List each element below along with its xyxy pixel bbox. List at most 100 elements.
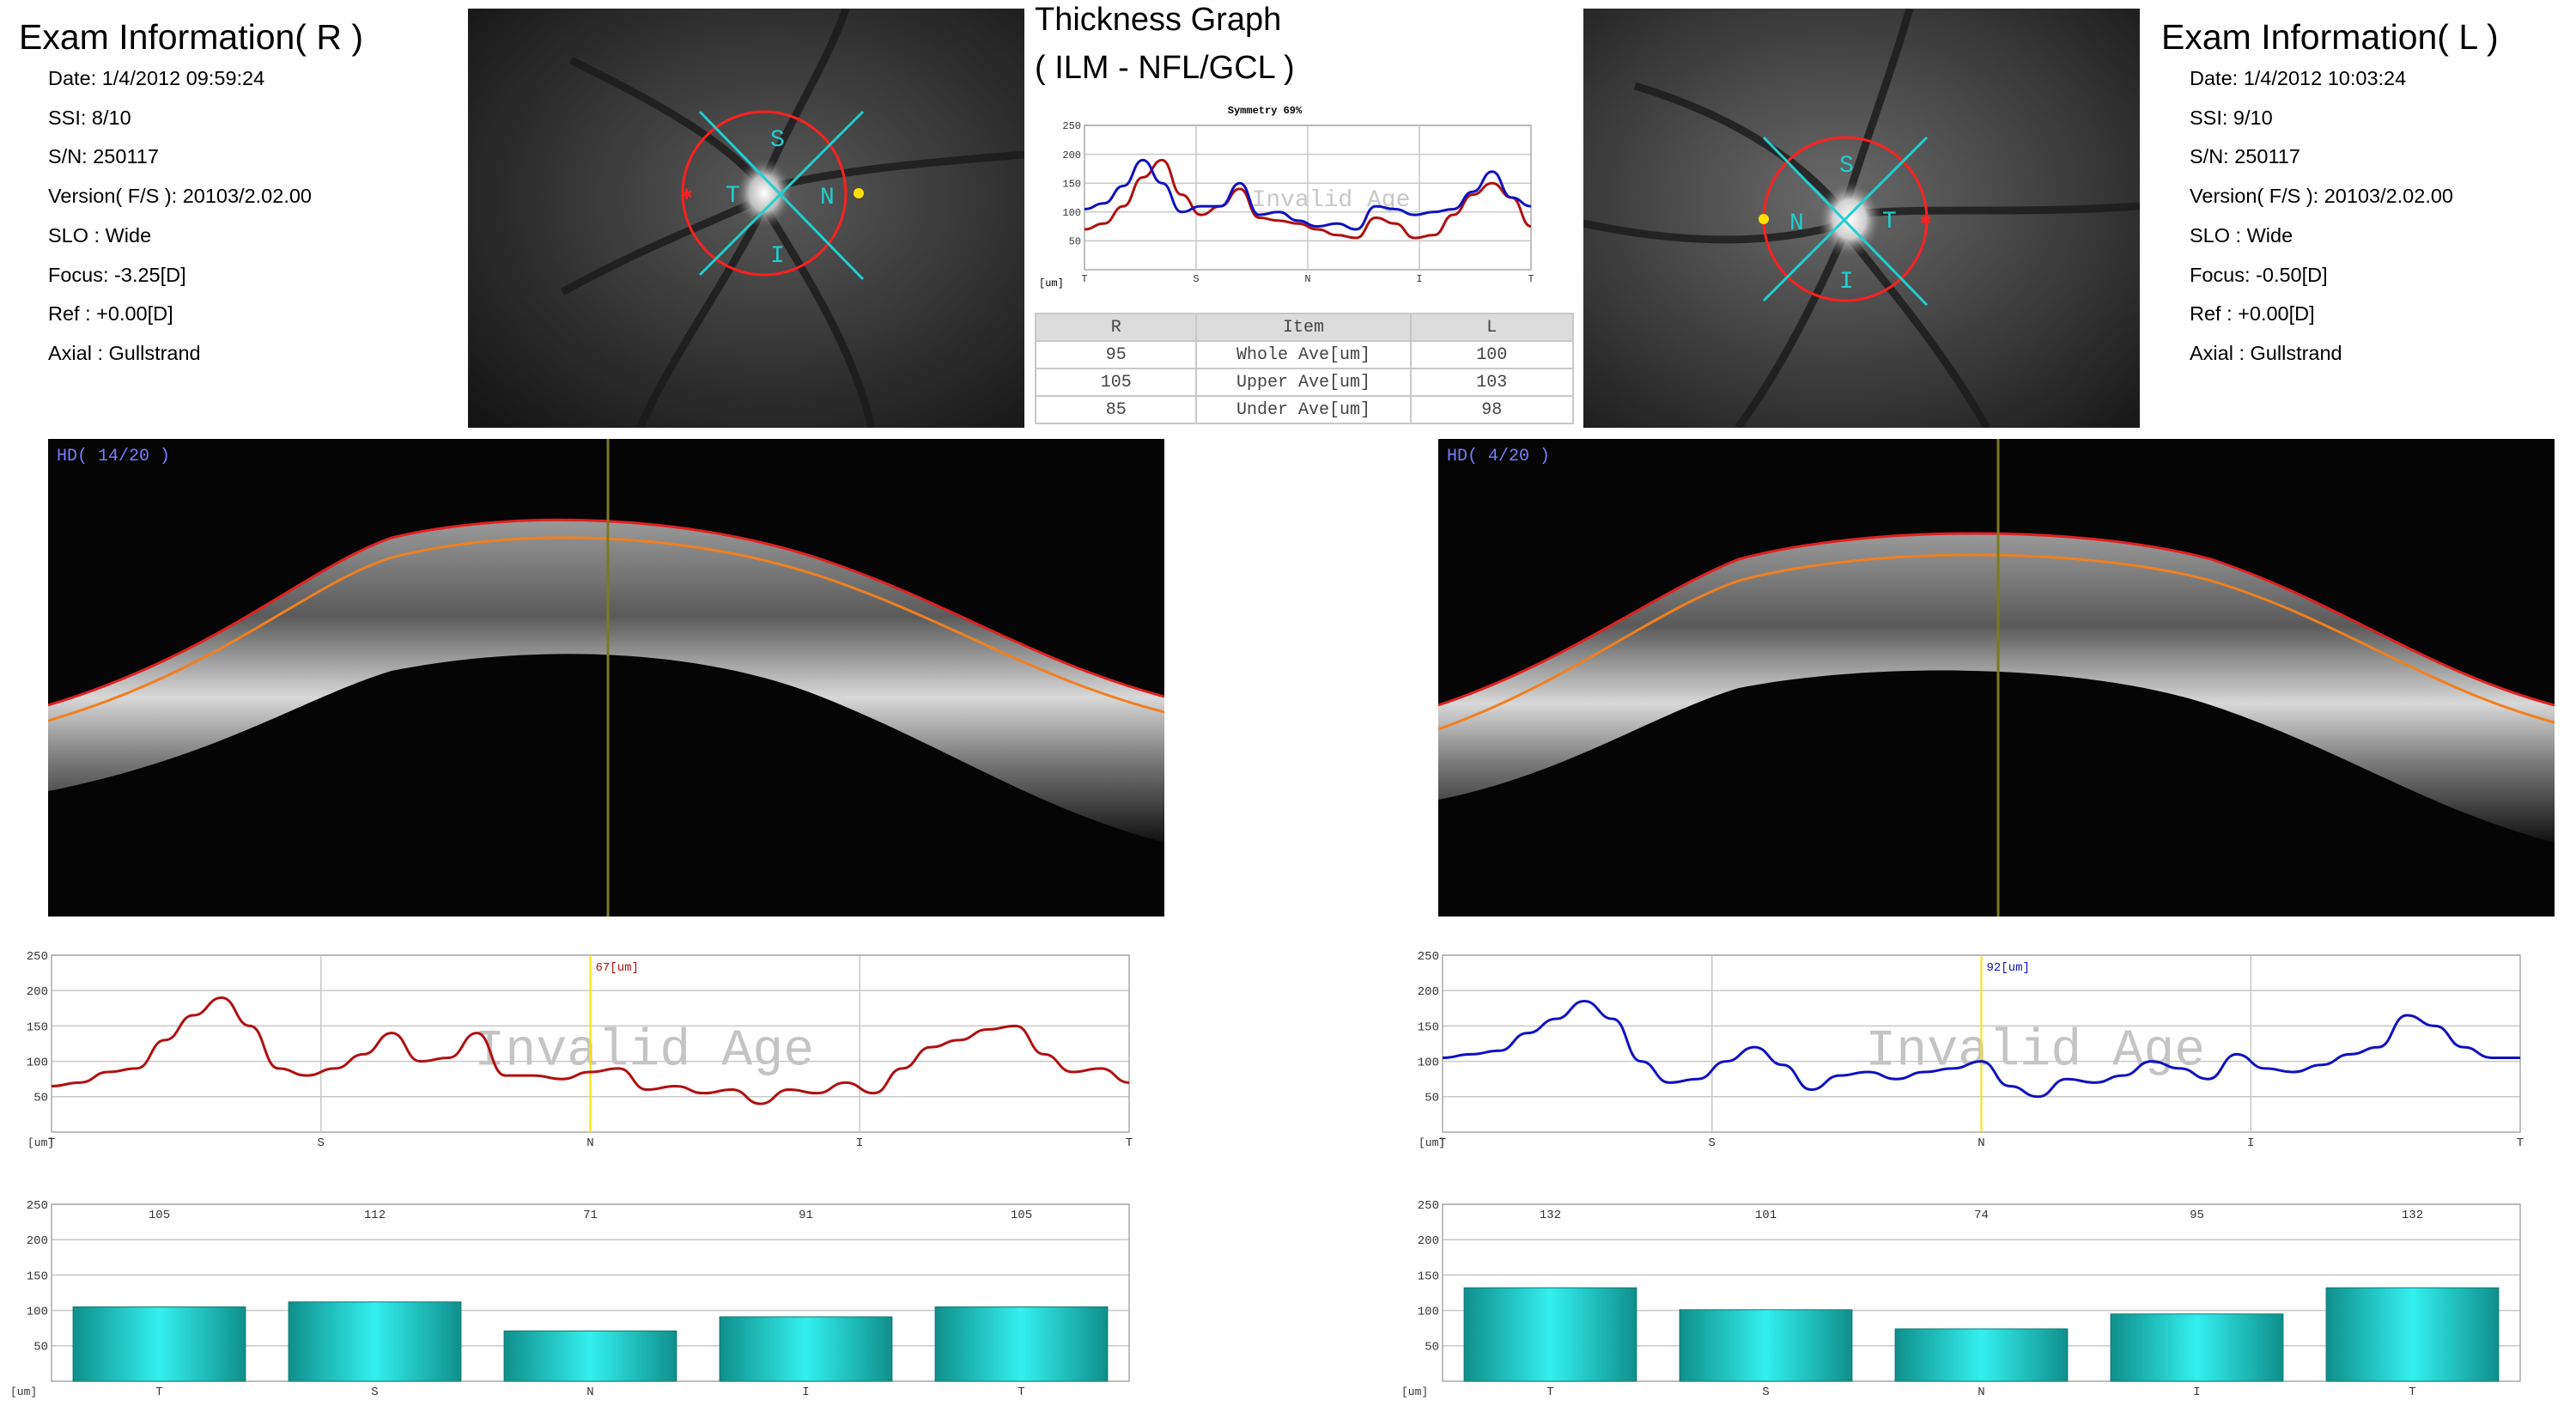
y-tick-label: 50 <box>1425 1092 1439 1105</box>
x-tick-label: T <box>1126 1136 1133 1150</box>
y-tick-label: 50 <box>33 1341 48 1355</box>
fundus-label-s: S <box>770 127 785 154</box>
y-unit-label: [um] <box>10 1386 37 1398</box>
y-tick-label: 250 <box>1062 120 1081 132</box>
table-cell: 105 <box>1034 368 1198 397</box>
y-tick-label: 150 <box>1418 1270 1439 1283</box>
x-tick-label: N <box>586 1386 593 1399</box>
y-tick-label: 100 <box>1418 1306 1439 1319</box>
fundus-label-i: I <box>770 243 785 270</box>
y-tick-label: 150 <box>1418 1020 1439 1034</box>
oct-left-svg: HD( 4/20 ) <box>1438 439 2555 917</box>
y-tick-label: 200 <box>1062 149 1081 161</box>
bar <box>1679 1309 1853 1382</box>
x-tick-label: S <box>1709 1136 1716 1150</box>
chart-watermark: Invalid Age <box>1252 187 1411 214</box>
bar-value-label: 105 <box>149 1209 170 1222</box>
table-cell: Under Ave[um] <box>1195 395 1412 424</box>
x-tick-label: T <box>1018 1386 1024 1399</box>
series-line <box>1442 1000 2520 1099</box>
y-tick-label: 200 <box>27 1234 48 1248</box>
exam-axial: Axial : Gullstrand <box>48 342 201 364</box>
exam-ssi: SSI: 9/10 <box>2190 107 2273 129</box>
table-cell: Whole Ave[um] <box>1195 340 1412 369</box>
x-tick-label: I <box>802 1386 809 1399</box>
x-tick-label: I <box>2193 1386 2200 1399</box>
bar-value-label: 112 <box>364 1209 386 1222</box>
y-tick-label: 100 <box>1062 207 1081 219</box>
oct-slice-label: HD( 4/20 ) <box>1447 447 1550 466</box>
bar <box>719 1316 893 1382</box>
cursor-value-label: 67[um] <box>596 961 639 975</box>
table-cell: Upper Ave[um] <box>1195 368 1412 397</box>
y-unit-label: [um] <box>1039 277 1064 289</box>
y-tick-label: 50 <box>33 1092 48 1105</box>
fundus-label-i: I <box>1839 269 1854 295</box>
y-tick-label: 100 <box>27 1306 48 1319</box>
exam-ref: Ref : +0.00[D] <box>2190 302 2315 325</box>
symmetry-chart: Symmetry 69% Invalid Age [um] 250 200 150 1… <box>1039 105 1534 289</box>
bar <box>934 1306 1109 1382</box>
y-tick-label: 250 <box>27 950 48 964</box>
bar-value-label: 101 <box>1755 1209 1777 1222</box>
x-tick-label: T <box>2517 1136 2524 1150</box>
bar <box>503 1330 677 1382</box>
table-cell: 85 <box>1034 395 1198 424</box>
bar <box>72 1306 246 1382</box>
y-tick-label: 200 <box>1418 1234 1439 1248</box>
exam-version: Version( F/S ): 20103/2.02.00 <box>2190 185 2453 207</box>
fundus-label-n: N <box>1789 210 1804 237</box>
x-tick-label: S <box>318 1136 325 1150</box>
oct-bscan-left[interactable]: HD( 4/20 ) <box>1438 439 2555 917</box>
bar <box>1463 1287 1637 1382</box>
x-tick-label: S <box>1762 1386 1769 1399</box>
exam-date: Date: 1/4/2012 10:03:24 <box>2190 67 2407 89</box>
bar <box>1894 1328 2069 1382</box>
bar-value-label: 91 <box>799 1209 813 1222</box>
bar <box>2110 1313 2284 1382</box>
oct-slice-label: HD( 14/20 ) <box>57 447 170 466</box>
x-tick-label: T <box>2409 1386 2415 1399</box>
fundus-label-n: N <box>820 185 835 211</box>
y-tick-label: 150 <box>1062 178 1081 190</box>
y-unit-label: [um] <box>1419 1136 1445 1149</box>
x-tick-label: T <box>1546 1386 1553 1399</box>
fundus-image-right[interactable]: ✱ S N I T <box>468 9 1024 428</box>
y-tick-label: 150 <box>27 1270 48 1283</box>
exam-ssi: SSI: 8/10 <box>48 107 131 129</box>
bar-value-label: 132 <box>1540 1209 1561 1222</box>
oct-right-svg: HD( 14/20 ) <box>48 439 1164 917</box>
fundus-image-left[interactable]: ✱ S N I T <box>1583 9 2140 428</box>
thickness-graph-subtitle: ( ILM - NFL/GCL ) <box>1035 50 1295 86</box>
x-tick-label: T <box>1439 1136 1446 1150</box>
y-tick-label: 50 <box>1425 1341 1439 1355</box>
x-tick-label: N <box>586 1136 593 1150</box>
bar-value-label: 95 <box>2190 1209 2204 1222</box>
x-tick-label: T <box>1528 273 1534 285</box>
fundus-left-svg: ✱ S N I T <box>1583 9 2140 428</box>
table-cell: 98 <box>1409 395 1575 424</box>
table-header-r: R <box>1034 313 1198 342</box>
exam-focus: Focus: -3.25[D] <box>48 264 186 286</box>
y-tick-label: 200 <box>1418 985 1439 999</box>
table-cell: 103 <box>1409 368 1575 397</box>
y-tick-label: 250 <box>1418 1199 1439 1213</box>
exam-serial: S/N: 250117 <box>48 145 159 167</box>
bar-value-label: 74 <box>1974 1209 1989 1222</box>
y-tick-label: 200 <box>27 985 48 999</box>
y-tick-label: 250 <box>1418 950 1439 964</box>
fundus-right-svg: ✱ S N I T <box>468 9 1024 428</box>
oct-bscan-right[interactable]: HD( 14/20 ) <box>48 439 1164 917</box>
exam-ref: Ref : +0.00[D] <box>48 302 173 325</box>
y-unit-label: [um] <box>27 1136 54 1149</box>
table-cell: 100 <box>1409 340 1575 369</box>
exam-info-left-title: Exam Information( L ) <box>2161 17 2499 57</box>
y-tick-label: 150 <box>27 1020 48 1034</box>
comparison-table: R Item L 95 Whole Ave[um] 100 105 Upper … <box>1034 313 1575 424</box>
x-tick-label: T <box>1081 273 1087 285</box>
exam-version: Version( F/S ): 20103/2.02.00 <box>48 185 312 207</box>
series-line <box>1084 158 1532 240</box>
fundus-label-t: T <box>726 183 740 210</box>
chart-watermark: Invalid Age <box>474 1023 814 1081</box>
